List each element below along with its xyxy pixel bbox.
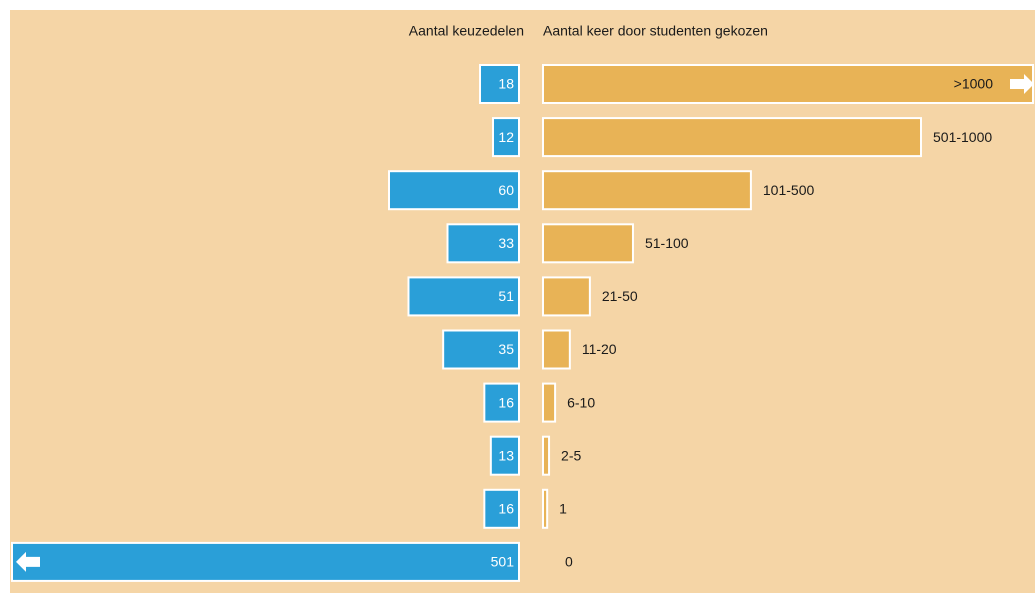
left-value-label: 501	[491, 554, 515, 570]
left-value-label: 16	[498, 501, 514, 517]
right-bar	[542, 170, 752, 211]
right-header: Aantal keer door studenten gekozen	[543, 23, 768, 39]
category-label: 51-100	[645, 235, 689, 251]
background	[10, 10, 1035, 593]
category-label: 2-5	[561, 447, 581, 463]
right-bar	[542, 223, 634, 264]
left-bar	[489, 435, 521, 476]
left-value-label: 16	[498, 394, 514, 410]
right-bar	[542, 117, 922, 158]
left-value-label: 51	[498, 288, 514, 304]
left-value-label: 35	[498, 341, 514, 357]
left-bar	[492, 117, 520, 158]
left-bar	[407, 276, 520, 317]
left-arrow	[16, 551, 40, 572]
left-value-label: 18	[498, 76, 514, 92]
right-bar	[542, 488, 549, 529]
category-label: 21-50	[602, 288, 638, 304]
left-value-label: 12	[498, 129, 514, 145]
right-bar	[542, 329, 571, 370]
left-value-label: 60	[498, 182, 514, 198]
left-bar	[388, 170, 520, 211]
left-value-label: 33	[498, 235, 514, 251]
category-label: 101-500	[763, 182, 815, 198]
category-label: 11-20	[582, 341, 617, 357]
left-header: Aantal keuzedelen	[409, 23, 524, 39]
left-value-label: 13	[498, 447, 514, 463]
right-bar	[542, 64, 1034, 104]
left-bar	[446, 223, 520, 264]
category-label: 0	[565, 554, 573, 570]
left-bar	[479, 64, 520, 104]
category-label: 1	[559, 501, 567, 517]
category-label: 6-10	[567, 394, 595, 410]
left-bar	[483, 488, 521, 529]
category-label: >1000	[954, 76, 994, 92]
right-bar	[542, 435, 551, 476]
right-bar	[542, 382, 557, 423]
left-bar	[11, 541, 520, 582]
right-arrow	[1010, 74, 1034, 94]
left-bar	[442, 329, 520, 370]
left-bar	[483, 382, 521, 423]
right-bar	[542, 276, 591, 317]
category-label: 501-1000	[933, 129, 992, 145]
